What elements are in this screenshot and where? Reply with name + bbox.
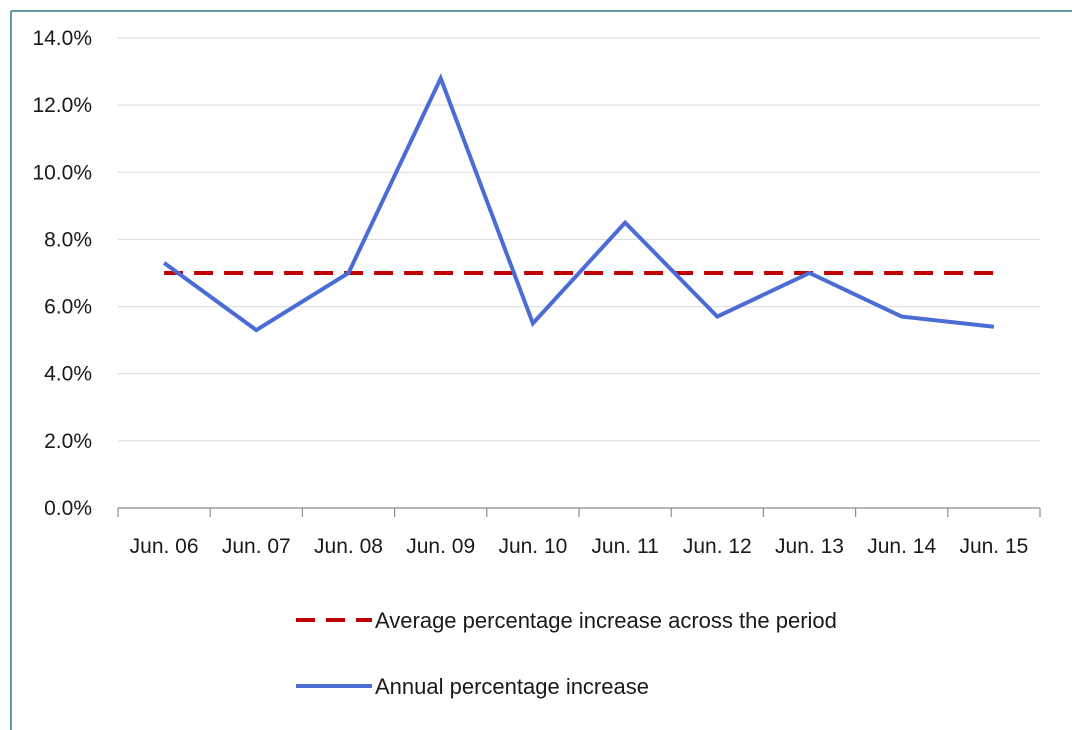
- x-tick-label: Jun. 11: [591, 535, 658, 558]
- x-tick-label: Jun. 14: [867, 535, 936, 558]
- x-tick-label: Jun. 06: [130, 535, 199, 558]
- legend-label-1: Annual percentage increase: [375, 674, 649, 699]
- y-tick-label: 12.0%: [32, 94, 92, 117]
- x-axis: [117, 507, 1041, 517]
- x-tick-label: Jun. 12: [683, 535, 752, 558]
- x-tick-label: Jun. 08: [314, 535, 383, 558]
- y-tick-label: 8.0%: [44, 228, 92, 251]
- x-tick-label: Jun. 07: [222, 535, 291, 558]
- y-tick-label: 0.0%: [44, 497, 92, 520]
- y-tick-label: 10.0%: [32, 161, 92, 184]
- y-tick-label: 4.0%: [44, 363, 92, 386]
- legend-label-0: Average percentage increase across the p…: [375, 608, 837, 633]
- y-axis-tick-labels: 0.0% 2.0% 4.0% 6.0% 8.0% 10.0% 12.0% 14.0%: [32, 27, 92, 520]
- x-tick-label: Jun. 10: [498, 535, 567, 558]
- series-line-1: [162, 73, 995, 333]
- series-layer: [162, 73, 995, 333]
- y-tick-label: 6.0%: [44, 296, 92, 319]
- legend: Average percentage increase across the p…: [296, 608, 837, 699]
- y-tick-label: 2.0%: [44, 430, 92, 453]
- x-tick-label: Jun. 15: [959, 535, 1028, 558]
- x-tick-label: Jun. 09: [406, 535, 475, 558]
- x-tick-label: Jun. 13: [775, 535, 844, 558]
- x-axis-tick-labels: Jun. 06 Jun. 07 Jun. 08 Jun. 09 Jun. 10 Jun. …: [130, 535, 1029, 558]
- y-tick-label: 14.0%: [32, 27, 92, 50]
- gridlines: [118, 37, 1040, 442]
